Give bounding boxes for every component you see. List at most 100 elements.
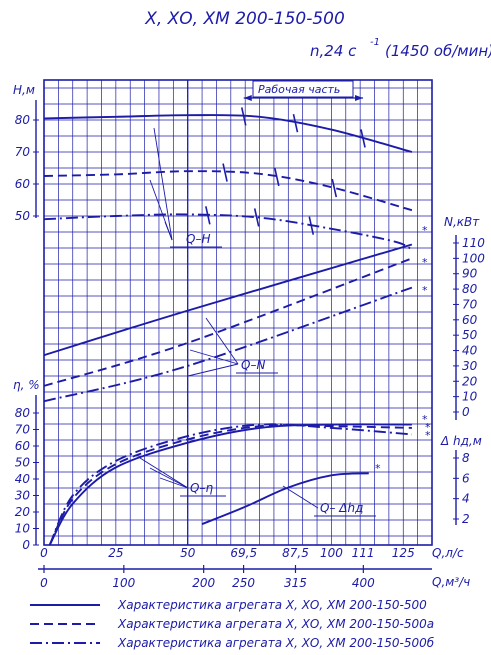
y-tick-label: 110 [462, 236, 485, 250]
y-tick-label: 70 [15, 145, 31, 159]
star-marker: * [375, 462, 381, 475]
y-tick-label: 20 [15, 505, 31, 519]
label-leader-line [187, 363, 239, 377]
label-leader-line [282, 485, 319, 509]
star-marker: * [422, 284, 428, 297]
working-zone-box [252, 80, 354, 98]
y-tick-label: 70 [15, 423, 31, 437]
curve-label-qdh: Q– Δhд [320, 501, 363, 515]
legend-item: Характеристика агрегата Х, ХО, ХМ 200-15… [117, 617, 434, 631]
working-zone-tick [205, 206, 211, 225]
label-leader-line [153, 127, 173, 241]
curve-label-qeta: Q–η [190, 481, 213, 495]
legend-item: Характеристика агрегата Х, ХО, ХМ 200-15… [117, 598, 427, 612]
chart-curves [43, 114, 413, 546]
x-tick-label: 0 [40, 576, 48, 590]
series-line-power-dashed [43, 257, 413, 387]
chart-axes: 8070605080706050403020100110100908070605… [15, 79, 485, 590]
star-marker: * [422, 224, 428, 237]
chart-grid [43, 80, 433, 545]
y-tick-label: 10 [462, 390, 478, 404]
working-zone-tick [360, 129, 366, 148]
working-zone-tick [274, 167, 280, 187]
working-zone-tick [331, 178, 338, 198]
y-tick-label: 60 [15, 177, 31, 191]
curve-label-qh: Q–H [186, 232, 210, 246]
star-marker: * [422, 413, 428, 426]
y-tick-label: 30 [15, 489, 31, 503]
y-tick-label: 60 [462, 313, 478, 327]
x-tick-label: 400 [352, 576, 375, 590]
x-tick-label: 200 [192, 576, 215, 590]
y-tick-label: 0 [462, 405, 470, 419]
y-tick-label: 8 [462, 451, 470, 465]
y-tick-label: 80 [462, 282, 478, 296]
label-leader-line [205, 317, 239, 365]
curve-label-qn: Q–N [241, 358, 265, 372]
y-tick-label: 40 [462, 344, 478, 358]
series-line-head-dashed [43, 170, 413, 212]
x-tick-label: 25 [108, 546, 123, 560]
x-tick-label: 315 [284, 576, 307, 590]
y-tick-label: 80 [15, 113, 31, 127]
speed-label: n,24 с [310, 42, 357, 60]
x-tick-label: 50 [180, 546, 196, 560]
y-tick-label: 50 [462, 328, 478, 342]
chart-annotations [139, 80, 376, 517]
y-tick-label: 50 [15, 456, 31, 470]
x-tick-label: 111 [352, 546, 375, 560]
working-zone-tick [308, 216, 315, 235]
y-tick-label: 50 [15, 209, 31, 223]
series-line-head-dashdot [43, 213, 413, 251]
x-tick-label: 87,5 [282, 546, 309, 560]
star-marker: * [422, 256, 428, 269]
working-zone-tick [253, 208, 260, 227]
x-tick-label: 100 [112, 576, 135, 590]
y-tick-label: 60 [15, 439, 31, 453]
y-axis-npsh-label: Δ hд,м [440, 434, 482, 448]
series-line-head-solid [43, 114, 413, 153]
y-tick-label: 2 [462, 512, 470, 526]
working-zone-tick [222, 163, 228, 182]
label-leader-line [159, 477, 189, 489]
legend-item: Характеристика агрегата Х, ХО, ХМ 200-15… [117, 636, 435, 650]
x-tick-label: 125 [392, 546, 415, 560]
series-line-power-solid [43, 243, 413, 357]
y-tick-label: 20 [462, 374, 478, 388]
working-zone-tick [292, 114, 299, 133]
y-axis-efficiency-label: η, % [13, 378, 40, 392]
working-zone-label: Рабочая часть [258, 83, 340, 96]
y-tick-label: 90 [462, 267, 478, 281]
x-tick-label: 100 [320, 546, 343, 560]
y-tick-label: 80 [15, 406, 31, 420]
speed-exponent: -1 [370, 37, 380, 48]
series-line-power-dashdot [43, 286, 413, 403]
x-tick-label: 69,5 [230, 546, 257, 560]
y-tick-label: 6 [462, 471, 470, 485]
y-tick-label: 100 [462, 251, 485, 265]
legend: Характеристика агрегата Х, ХО, ХМ 200-15… [30, 598, 435, 650]
label-leader-line [139, 457, 189, 489]
y-tick-label: 0 [22, 538, 30, 552]
x-axis-m3h-label: Q,м³/ч [432, 575, 470, 589]
label-leader-line [189, 349, 239, 365]
y-tick-label: 4 [462, 492, 470, 506]
x-tick-label: 250 [232, 576, 255, 590]
working-zone-tick [240, 107, 247, 126]
y-tick-label: 30 [462, 359, 478, 373]
series-line-npsh-solid [201, 472, 369, 525]
y-tick-label: 70 [462, 297, 478, 311]
chart-title: Х, ХО, ХМ 200-150-500 [144, 9, 345, 29]
series-line-efficiency-solid [48, 423, 412, 546]
label-leader-line [164, 221, 173, 241]
star-marker: * [425, 421, 431, 434]
star-marker: * [425, 429, 431, 442]
y-axis-power-label: N,кВт [444, 215, 480, 229]
series-line-efficiency-dashdot [48, 423, 412, 546]
plot-frame [43, 79, 433, 546]
x-axis-ls-label: Q,л/с [432, 546, 464, 560]
speed-rpm: (1450 об/мин) [385, 42, 491, 60]
label-leader-line [149, 467, 189, 489]
